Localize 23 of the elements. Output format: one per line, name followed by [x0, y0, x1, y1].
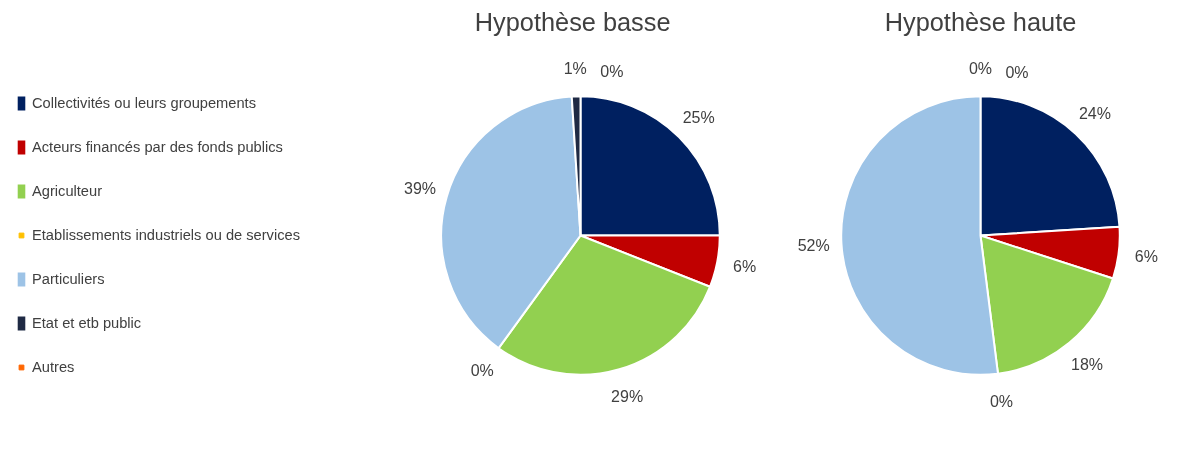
text: 0%	[470, 362, 494, 380]
legend-label: Etat et etb public	[32, 315, 142, 331]
data-label: 52%	[797, 237, 830, 255]
data-label: 6%	[1134, 247, 1158, 265]
legend-label: Agriculteur	[32, 183, 103, 199]
text: 0%	[600, 62, 624, 80]
data-label: 1%	[563, 59, 587, 77]
data-label: 39%	[403, 180, 437, 198]
data-label: 29%	[611, 387, 644, 405]
data-label: 6%	[733, 258, 757, 276]
legend-label: Autres	[32, 359, 75, 375]
text: 0%	[989, 392, 1014, 410]
text: 0%	[968, 59, 993, 77]
data-label: 24%	[1078, 105, 1111, 123]
data-label: 18%	[1071, 355, 1104, 373]
legend-label: Collectivités ou leurs groupements	[32, 95, 257, 111]
legend-label: Acteurs financés par des fonds publics	[32, 139, 283, 155]
text: 0%	[1005, 63, 1029, 81]
chart-title: Hypothèse basse	[474, 7, 671, 36]
chart-title: Hypothèse haute	[884, 7, 1077, 36]
legend-label: Etablissements industriels ou de services	[32, 227, 301, 243]
legend-label: Particuliers	[32, 271, 105, 287]
data-label: 25%	[682, 108, 715, 126]
